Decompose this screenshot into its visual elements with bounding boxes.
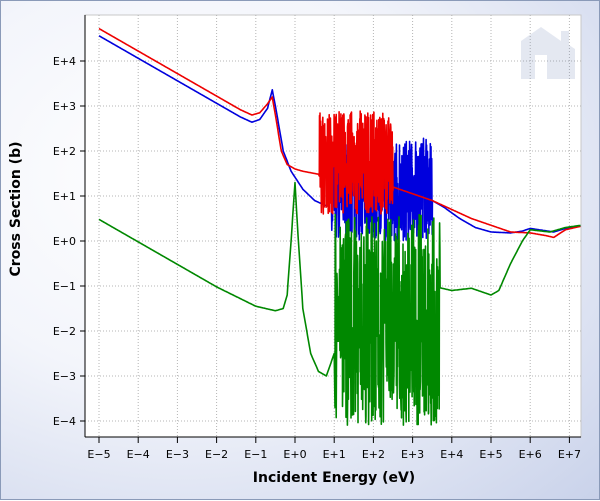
x-tick-label: E+5 (479, 448, 502, 461)
y-tick-label: E+2 (53, 145, 76, 158)
y-tick-label: E−2 (53, 325, 76, 338)
y-tick-label: E−3 (53, 370, 76, 383)
series-line-2 (98, 27, 581, 239)
x-tick-label: E+6 (519, 448, 542, 461)
y-tick-label: E−1 (53, 280, 76, 293)
x-tick-label: E−1 (244, 448, 267, 461)
series-group (98, 27, 581, 426)
house-logo-watermark (521, 27, 575, 79)
x-tick-label: E+4 (440, 448, 463, 461)
plot-area (84, 14, 582, 438)
y-tick-label: E+3 (53, 100, 76, 113)
x-axis-title: Incident Energy (eV) (253, 470, 415, 486)
x-tick-label: E−2 (205, 448, 228, 461)
y-axis-title: Cross Section (b) (8, 142, 24, 277)
y-tick-label: E+4 (53, 55, 76, 68)
y-tick-label: E+1 (53, 190, 76, 203)
x-tick-label: E−3 (166, 448, 189, 461)
x-tick-label: E+0 (283, 448, 306, 461)
series-line-3 (98, 181, 581, 426)
axes: E−5 E−4 E−3 E−2 E−1 E+0 E+1 E+2 E+3 E+4 E+5 E+6 E+7 E… (53, 15, 581, 461)
x-tick-label: E−4 (127, 448, 150, 461)
x-tick-label: E+7 (558, 448, 581, 461)
x-tick-label: E−5 (87, 448, 110, 461)
x-tick-label: E+1 (323, 448, 346, 461)
x-tick-label: E+3 (401, 448, 424, 461)
x-tick-label: E+2 (362, 448, 385, 461)
series-line-1 (98, 35, 581, 242)
y-tick-label: E+0 (53, 235, 76, 248)
y-tick-label: E−4 (53, 415, 76, 428)
